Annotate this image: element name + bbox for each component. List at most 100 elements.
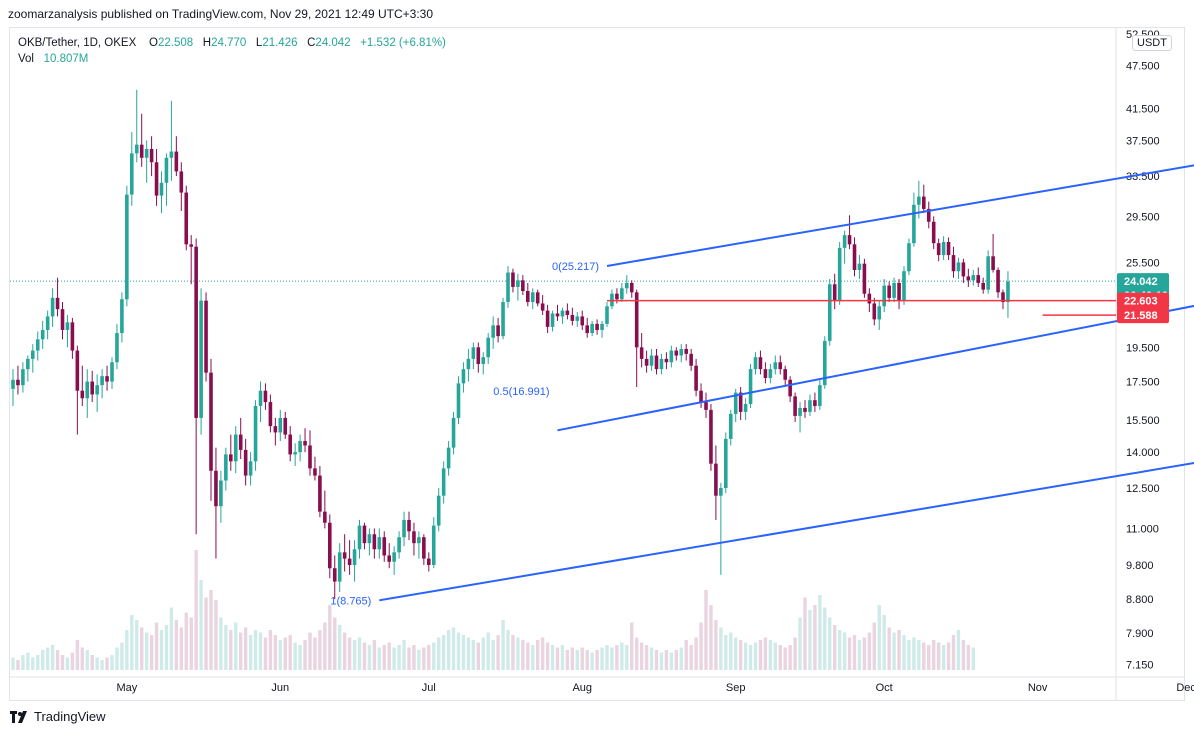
volume-bar	[209, 590, 213, 670]
candle-body	[783, 369, 787, 380]
candle-body	[768, 369, 773, 378]
candle-body	[555, 313, 560, 317]
volume-bar	[342, 632, 347, 670]
candle-body	[625, 282, 629, 289]
candle-body	[402, 519, 406, 538]
volume-bar	[184, 612, 188, 670]
candle-body	[273, 426, 278, 433]
volume-bar	[605, 645, 609, 670]
candle-body	[709, 409, 713, 464]
candle-body	[941, 242, 946, 256]
volume-bar	[456, 632, 461, 670]
volume-bar	[476, 642, 480, 670]
volume-bar	[560, 645, 565, 670]
candle-body	[595, 323, 599, 330]
volume-bar	[446, 630, 451, 670]
candle-body	[288, 434, 292, 455]
candle-body	[575, 316, 580, 321]
candle-body	[417, 537, 421, 544]
level-tag-lower-bg	[1117, 307, 1169, 324]
volume-bar	[110, 655, 114, 670]
volume-bar	[833, 625, 837, 670]
volume-bar	[328, 605, 332, 670]
fib-level-label: 0(25.217)	[552, 261, 599, 273]
candle-body	[852, 244, 857, 270]
volume-bar	[16, 660, 20, 670]
candle-body	[362, 525, 367, 544]
candle-body	[778, 362, 783, 370]
volume-bar	[486, 632, 490, 670]
y-tick-label: 8.800	[1126, 594, 1154, 606]
volume-bar	[857, 640, 862, 670]
candle-body	[144, 148, 149, 158]
footer-brand[interactable]: TradingView	[34, 709, 106, 724]
volume-bar	[664, 650, 669, 670]
legend-change: +1.532 (+6.81%)	[360, 37, 446, 49]
candle-body	[600, 323, 604, 330]
publish-header: zoomarzanalysis published on TradingView…	[8, 7, 434, 21]
volume-bar	[229, 630, 233, 670]
y-tick-label: 41.500	[1126, 103, 1160, 115]
volume-bar	[417, 650, 421, 670]
volume-bar	[738, 640, 743, 670]
candle-body	[224, 454, 228, 481]
volume-bar	[887, 627, 891, 670]
candle-body	[268, 402, 273, 427]
candle-body	[293, 452, 297, 455]
candle-body	[194, 246, 198, 418]
candle-body	[298, 441, 302, 453]
legend-symbol[interactable]: OKB/Tether, 1D, OKEX	[18, 37, 137, 49]
currency-button[interactable]: USDT	[1132, 35, 1172, 51]
volume-bar	[263, 637, 268, 670]
volume-bar	[966, 645, 971, 670]
volume-bar	[243, 627, 248, 670]
volume-bar	[432, 642, 436, 670]
volume-bar	[729, 632, 733, 670]
candle-body	[917, 196, 921, 205]
volume-bar	[907, 640, 911, 670]
volume-bar	[298, 645, 302, 670]
volume-bar	[95, 657, 99, 670]
volume-bar	[669, 652, 674, 670]
volume-bar	[105, 657, 109, 670]
candle-body	[832, 284, 837, 301]
candle-body	[659, 358, 664, 370]
volume-bar	[234, 622, 238, 670]
volume-bar	[872, 622, 876, 670]
y-tick-label: 47.500	[1126, 61, 1160, 73]
legend-high-label: H	[202, 37, 212, 49]
volume-bar	[80, 647, 84, 670]
legend-close-value: 24.042	[315, 37, 351, 49]
candle-body	[733, 392, 738, 414]
candle-body	[115, 333, 119, 363]
candle-body	[471, 347, 476, 359]
volume-bar	[625, 645, 629, 670]
volume-bar	[427, 645, 431, 670]
candle-body	[981, 282, 985, 290]
candle-body	[615, 293, 619, 300]
candle-body	[283, 417, 288, 435]
candle-body	[149, 148, 154, 163]
legend-volume-label[interactable]: Vol	[18, 53, 34, 65]
volume-bar	[961, 640, 966, 670]
candle-body	[21, 369, 25, 386]
volume-bar	[536, 640, 540, 670]
tradingview-logo-icon[interactable]	[10, 710, 30, 724]
candle-body	[803, 407, 807, 412]
candle-body	[209, 372, 213, 471]
volume-bar	[783, 647, 787, 670]
volume-bar	[506, 630, 510, 670]
volume-bar	[600, 647, 604, 670]
volume-bar	[471, 640, 476, 670]
y-tick-label: 15.500	[1126, 415, 1160, 427]
volume-bar	[194, 550, 198, 670]
volume-bar	[323, 622, 327, 670]
candle-body	[907, 243, 911, 272]
y-tick-label: 11.000	[1126, 523, 1159, 535]
volume-bar	[516, 637, 520, 670]
volume-bar	[253, 630, 258, 670]
candle-body	[233, 434, 238, 462]
volume-bar	[357, 637, 362, 670]
volume-bar	[90, 655, 94, 670]
